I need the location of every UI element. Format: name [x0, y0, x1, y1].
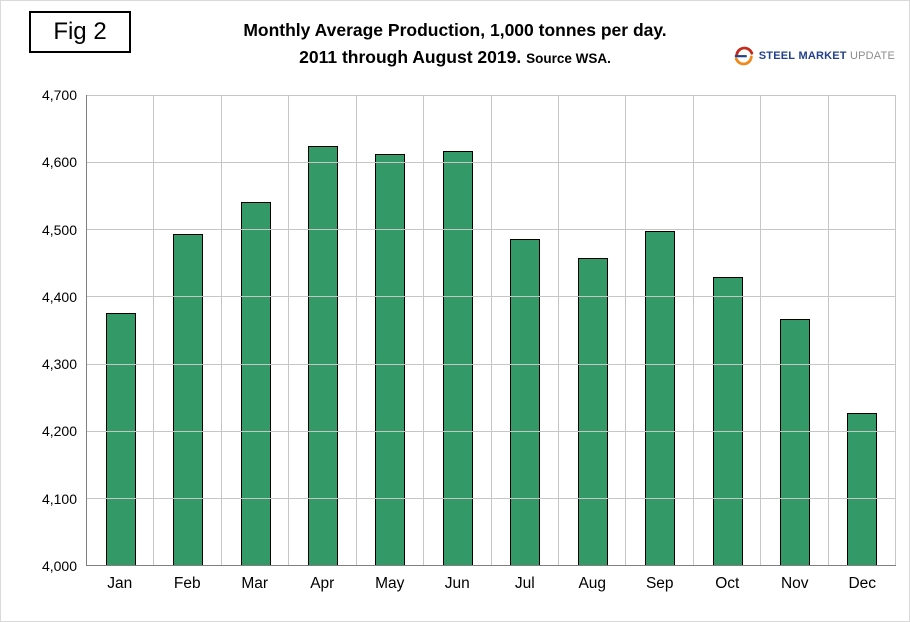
bar-apr — [307, 146, 338, 565]
bar-column-oct — [694, 95, 761, 565]
bar-column-jun — [424, 95, 491, 565]
gridline-vertical — [625, 95, 627, 565]
x-tick-label-jul: Jul — [514, 575, 535, 592]
plot-area — [86, 95, 896, 566]
gridline-vertical — [760, 95, 762, 565]
gridline-horizontal — [87, 95, 896, 96]
bar-column-may — [357, 95, 424, 565]
bar-mar — [240, 201, 271, 565]
bars-container — [87, 95, 896, 565]
y-tick-label: 4,700 — [41, 87, 77, 103]
x-tick-label-jan: Jan — [107, 575, 133, 592]
gridline-vertical — [827, 95, 829, 565]
y-tick-label: 4,100 — [41, 490, 77, 507]
bar-column-aug — [559, 95, 626, 565]
smu-logo-update: UPDATE — [849, 50, 895, 62]
gridline-horizontal — [87, 430, 896, 432]
bar-column-sep — [626, 95, 693, 565]
bar-column-mar — [222, 95, 289, 565]
gridline-horizontal — [87, 296, 896, 298]
x-tick-label-jun: Jun — [444, 575, 470, 592]
x-tick-label-oct: Oct — [715, 575, 740, 592]
chart-title-period: 2011 through August 2019. — [299, 47, 522, 68]
gridline-vertical — [490, 95, 492, 565]
y-tick-label: 4,600 — [41, 154, 77, 171]
steel-market-update-logo: STEEL MARKET UPDATE — [733, 45, 895, 67]
y-tick-label: 4,300 — [41, 356, 77, 373]
y-tick-label: 4,000 — [41, 558, 77, 574]
bar-oct — [712, 276, 743, 565]
figure-label: Fig 2 — [53, 18, 107, 45]
chart-title-line1: Monthly Average Production, 1,000 tonnes… — [243, 20, 667, 40]
x-axis-labels: Jan Feb Mar Apr May Jun Jul Aug Sep Oct Nov Dec — [86, 575, 896, 593]
smu-swirl-icon — [734, 46, 753, 66]
x-tick-label-apr: Apr — [310, 575, 335, 592]
gridline-vertical — [557, 95, 559, 565]
gridline-horizontal — [87, 162, 896, 164]
gridline-vertical — [153, 95, 155, 565]
bar-sep — [645, 231, 676, 565]
x-tick-label-feb: Feb — [173, 575, 201, 592]
gridline-vertical — [895, 95, 896, 565]
bar-column-nov — [761, 95, 828, 565]
x-tick-label-aug: Aug — [578, 575, 607, 592]
chart-source: Source WSA. — [526, 51, 611, 67]
figure-label-box: Fig 2 — [29, 11, 131, 53]
smu-logo-steel: STEEL — [758, 50, 796, 62]
bar-jan — [105, 313, 136, 565]
gridline-vertical — [220, 95, 222, 565]
bar-nov — [779, 318, 810, 565]
x-tick-label-nov: Nov — [780, 575, 809, 592]
smu-logo-text: STEEL MARKET UPDATE — [759, 50, 895, 62]
gridline-vertical — [288, 95, 290, 565]
gridline-horizontal — [87, 363, 896, 365]
bar-feb — [173, 234, 204, 565]
gridline-vertical — [423, 95, 425, 565]
bar-aug — [577, 257, 608, 565]
x-tick-label-dec: Dec — [848, 575, 877, 592]
bar-dec — [847, 413, 878, 565]
bar-column-dec — [829, 95, 896, 565]
bar-may — [375, 154, 406, 565]
smu-logo-market: MARKET — [798, 50, 847, 62]
bar-column-jul — [492, 95, 559, 565]
gridline-horizontal — [87, 497, 896, 499]
x-tick-label-sep: Sep — [645, 575, 674, 592]
y-tick-label: 4,500 — [41, 221, 77, 238]
bar-jun — [442, 150, 473, 565]
y-tick-label: 4,200 — [41, 423, 77, 440]
y-axis-labels: 4,000 4,100 4,200 4,300 4,400 4,500 4,600 4,700 — [11, 87, 77, 574]
bar-jul — [510, 238, 541, 565]
gridline-horizontal — [87, 229, 896, 231]
gridline-vertical — [692, 95, 694, 565]
x-tick-label-may: May — [375, 575, 405, 592]
x-tick-label-mar: Mar — [241, 575, 269, 592]
gridline-vertical — [355, 95, 357, 565]
bar-column-jan — [87, 95, 154, 565]
chart-title: Monthly Average Production, 1,000 tonnes… — [151, 17, 759, 71]
bar-column-apr — [289, 95, 356, 565]
bar-column-feb — [154, 95, 221, 565]
chart-title-line2: 2011 through August 2019. Source WSA. — [151, 44, 759, 71]
y-tick-label: 4,400 — [41, 288, 77, 305]
